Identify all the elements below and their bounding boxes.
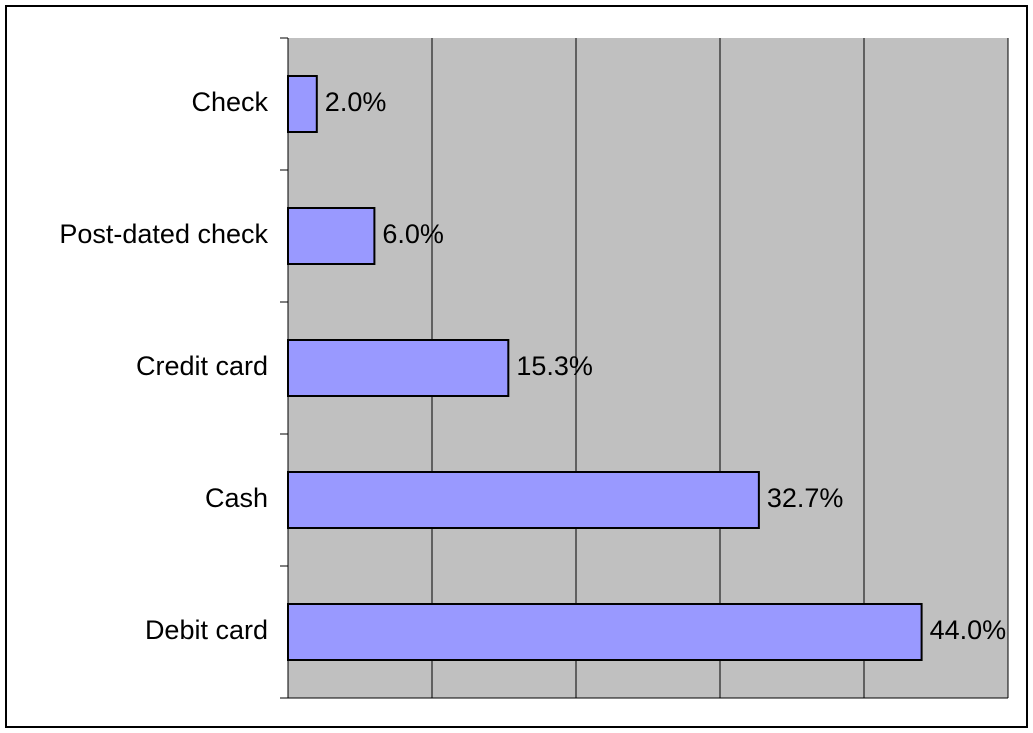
bar — [287, 339, 510, 397]
data-label: 2.0% — [325, 87, 387, 117]
bar — [287, 75, 318, 133]
bar — [287, 471, 760, 529]
data-label: 6.0% — [382, 219, 444, 249]
data-label: 44.0% — [930, 615, 1007, 645]
y-tick-label: Cash — [205, 483, 268, 513]
data-label: 15.3% — [516, 351, 593, 381]
y-tick-label: Check — [191, 87, 268, 117]
bar — [287, 603, 923, 661]
data-label: 32.7% — [767, 483, 844, 513]
bar — [287, 207, 376, 265]
y-tick-label: Credit card — [136, 351, 268, 381]
y-tick-label: Debit card — [145, 615, 268, 645]
y-tick-label: Post-dated check — [59, 219, 268, 249]
